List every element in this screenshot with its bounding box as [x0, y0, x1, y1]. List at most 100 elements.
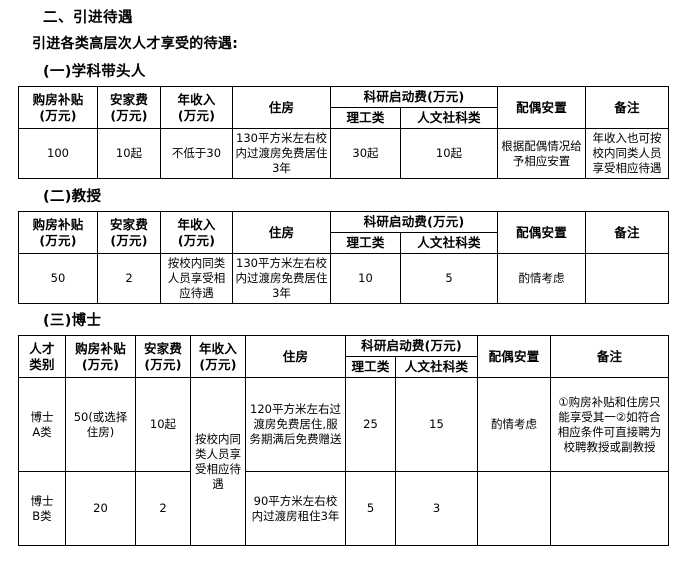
header-line-1: 安家费 — [109, 216, 149, 232]
cell-housing: 130平方米左右校内过渡房免费居住3年 — [232, 128, 331, 179]
table-subheader-row: 理工类 人文社科类 — [19, 356, 669, 378]
header-line-1: 安家费 — [143, 340, 183, 356]
cell-settling-fee: 2 — [97, 253, 161, 304]
table-row: 博士 B类 20 2 90平方米左右校内过渡房租住3年 5 3 — [18, 471, 669, 546]
header-housing: 住房 — [232, 86, 331, 129]
cell-housing-subsidy: 50(或选择住房) — [65, 377, 136, 472]
cell-science-engineering: 10 — [330, 253, 401, 304]
table-professor: 购房补贴 (万元) 安家费 (万元) 年收入 (万元) 住房 科研启动费(万元)… — [18, 211, 669, 304]
section-heading-3: (三)博士 — [43, 313, 102, 329]
header-line-1: 年收入 — [177, 91, 216, 107]
header-science-engineering: 理工类 — [345, 356, 396, 378]
cell-annual-income: 不低于30 — [160, 128, 233, 179]
cell-annual-income: 按校内同类人员享受相应待遇 — [160, 253, 233, 304]
header-science-engineering: 理工类 — [330, 232, 401, 254]
header-line-2: (万元) — [110, 232, 148, 248]
cell-remarks — [585, 253, 669, 304]
section-heading-1: (一)学科带头人 — [43, 64, 146, 80]
header-housing: 住房 — [245, 335, 346, 378]
header-line-1: 安家费 — [109, 91, 149, 107]
page-title: 二、引进待遇 — [43, 10, 133, 26]
cell-humanities-social: 3 — [395, 471, 478, 546]
header-remarks: 备注 — [585, 86, 669, 129]
header-line-1: 人才 — [29, 340, 55, 356]
cell-annual-income-shared: 按校内同类人员享受相应待遇 — [190, 377, 246, 546]
cell-housing-subsidy: 100 — [18, 128, 98, 179]
header-housing-subsidy: 购房补贴 (万元) — [65, 335, 136, 378]
table-discipline-leader: 购房补贴 (万元) 安家费 (万元) 年收入 (万元) 住房 科研启动费(万元)… — [18, 86, 669, 179]
header-spouse-placement: 配偶安置 — [497, 211, 586, 254]
header-line-1: 购房补贴 — [75, 340, 126, 356]
header-humanities-social: 人文社科类 — [400, 107, 498, 129]
cell-science-engineering: 5 — [345, 471, 396, 546]
header-settling-fee: 安家费 (万元) — [135, 335, 191, 378]
header-line-2: (万元) — [144, 356, 182, 372]
cell-housing: 130平方米左右校内过渡房免费居住3年 — [232, 253, 331, 304]
table-row: 50 2 按校内同类人员享受相应待遇 130平方米左右校内过渡房免费居住3年 1… — [18, 253, 669, 304]
cell-talent-category: 博士 A类 — [18, 377, 66, 472]
cell-humanities-social: 10起 — [400, 128, 498, 179]
cell-housing: 120平方米左右过渡房免费居住,服务期满后免费赠送 — [245, 377, 346, 472]
category-line-1: 博士 — [30, 493, 54, 508]
header-research-fund: 科研启动费(万元) — [330, 86, 498, 108]
category-line-2: A类 — [32, 424, 52, 439]
cell-remarks: 年收入也可按校内同类人员享受相应待遇 — [585, 128, 669, 179]
header-line-2: (万元) — [177, 107, 216, 123]
section-heading-2: (二)教授 — [43, 189, 102, 205]
header-line-2: (万元) — [39, 232, 77, 248]
cell-housing: 90平方米左右校内过渡房租住3年 — [245, 471, 346, 546]
header-humanities-social: 人文社科类 — [400, 232, 498, 254]
header-humanities-social: 人文社科类 — [395, 356, 478, 378]
cell-talent-category: 博士 B类 — [18, 471, 66, 546]
header-research-fund: 科研启动费(万元) — [330, 211, 498, 233]
header-line-2: (万元) — [39, 107, 77, 123]
header-annual-income: 年收入 (万元) — [160, 211, 233, 254]
table-header-row: 购房补贴 (万元) 安家费 (万元) 年收入 (万元) 住房 科研启动费(万元)… — [18, 86, 669, 129]
cell-science-engineering: 30起 — [330, 128, 401, 179]
header-science-engineering: 理工类 — [330, 107, 401, 129]
header-line-1: 购房补贴 — [32, 216, 84, 232]
header-annual-income: 年收入 (万元) — [160, 86, 233, 129]
cell-remarks: ①购房补贴和住房只能享受其一②如符合相应条件可直接聘为校聘教授或副教授 — [550, 377, 669, 472]
header-settling-fee: 安家费 (万元) — [97, 86, 161, 129]
header-annual-income: 年收入 (万元) — [190, 335, 246, 378]
header-line-2: 类别 — [29, 356, 55, 372]
table-doctorate: 人才 类别 购房补贴 (万元) 安家费 (万元) 年收入 (万元) 住房 科研启… — [18, 335, 669, 546]
category-line-2: B类 — [32, 508, 52, 523]
header-spouse-placement: 配偶安置 — [497, 86, 586, 129]
cell-settling-fee: 2 — [135, 471, 191, 546]
header-remarks: 备注 — [550, 335, 669, 378]
table-row: 博士 A类 50(或选择住房) 10起 按校内同类人员享受相应待遇 120平方米… — [18, 377, 669, 546]
cell-spouse-placement: 酌情考虑 — [477, 377, 551, 472]
header-line-1: 购房补贴 — [32, 91, 84, 107]
table-header-row: 人才 类别 购房补贴 (万元) 安家费 (万元) 年收入 (万元) 住房 科研启… — [18, 335, 669, 378]
cell-housing-subsidy: 20 — [65, 471, 136, 546]
header-line-1: 年收入 — [198, 340, 238, 356]
header-research-fund: 科研启动费(万元) — [345, 335, 478, 357]
cell-housing-subsidy: 50 — [18, 253, 98, 304]
category-line-1: 博士 — [30, 409, 54, 424]
table-row: 100 10起 不低于30 130平方米左右校内过渡房免费居住3年 30起 10… — [18, 128, 669, 179]
header-talent-category: 人才 类别 — [18, 335, 66, 378]
cell-humanities-social: 5 — [400, 253, 498, 304]
lead-paragraph: 引进各类高层次人才享受的待遇: — [32, 36, 239, 52]
header-settling-fee: 安家费 (万元) — [97, 211, 161, 254]
cell-humanities-social: 15 — [395, 377, 478, 472]
header-housing-subsidy: 购房补贴 (万元) — [18, 211, 98, 254]
header-line-2: (万元) — [110, 107, 148, 123]
header-housing-subsidy: 购房补贴 (万元) — [18, 86, 98, 129]
header-line-2: (万元) — [177, 232, 216, 248]
header-line-2: (万元) — [81, 356, 120, 372]
cell-science-engineering: 25 — [345, 377, 396, 472]
cell-spouse-placement: 根据配偶情况给予相应安置 — [497, 128, 586, 179]
header-line-2: (万元) — [199, 356, 237, 372]
cell-spouse-placement-empty — [477, 471, 551, 546]
header-housing: 住房 — [232, 211, 331, 254]
header-line-1: 年收入 — [177, 216, 216, 232]
cell-settling-fee: 10起 — [135, 377, 191, 472]
cell-spouse-placement: 酌情考虑 — [497, 253, 586, 304]
table-header-row: 购房补贴 (万元) 安家费 (万元) 年收入 (万元) 住房 科研启动费(万元)… — [18, 211, 669, 254]
cell-remarks-empty — [550, 471, 669, 546]
header-spouse-placement: 配偶安置 — [477, 335, 551, 378]
